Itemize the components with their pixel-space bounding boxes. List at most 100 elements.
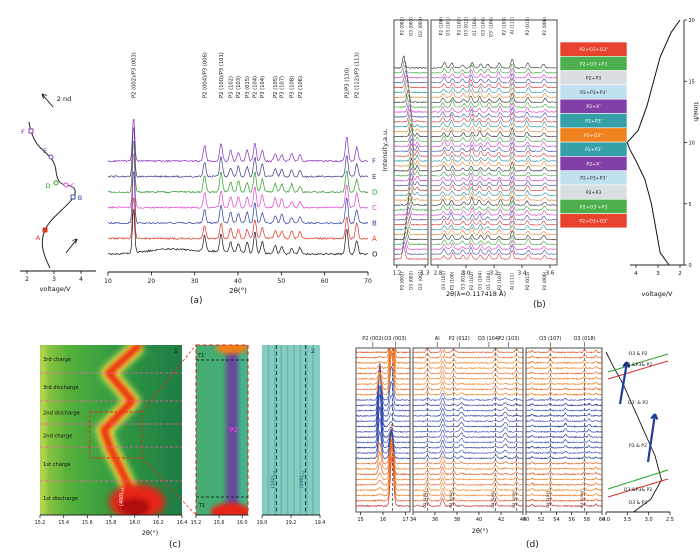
peak-label-bottom: P2 (002): [399, 271, 405, 290]
caption-b: (b): [533, 300, 546, 310]
tick-label: 15.6: [82, 520, 93, 526]
peak-label-top: P2 (100): [438, 17, 444, 36]
tick-label: 3.2: [490, 271, 499, 277]
peak-label-top: O3 (012): [464, 17, 470, 36]
tick-label: 3.0: [462, 271, 471, 277]
peak-label-top: Al: [435, 336, 440, 342]
tick-label: 1.2: [392, 271, 401, 277]
scan: [431, 73, 557, 84]
scan: [526, 407, 602, 412]
scan: [431, 117, 557, 128]
zoom-connector: [141, 457, 197, 516]
heatmap-2: [262, 345, 320, 515]
scan: [394, 231, 428, 246]
scan: [431, 204, 557, 216]
state-label-B: B: [78, 194, 82, 202]
trace-label-E: E: [372, 173, 376, 181]
peak-label-top: P2 (103): [501, 17, 507, 36]
inner-peak-label: O3 (018): [579, 490, 584, 508]
scan: [394, 202, 428, 216]
peak-label-top: O3 (104): [478, 336, 500, 342]
scan: [413, 413, 523, 423]
scan: [356, 366, 410, 402]
inner-peak-label: O3 (104): [490, 490, 495, 508]
tick-label: 17: [402, 517, 408, 523]
voltage-profile-curve: [626, 19, 681, 266]
phase-region-label: P2+O3'': [584, 133, 603, 139]
peak-label-top: P2 (015): [525, 17, 531, 36]
scan: [356, 367, 410, 407]
cycle-row-label: 2nd discharge: [43, 411, 80, 417]
t1-prime-label: T1': [197, 353, 205, 359]
phase-region: [559, 213, 628, 229]
scan: [526, 475, 602, 481]
scan: [394, 94, 428, 109]
scan: [356, 423, 410, 465]
tick-label: 19.4: [315, 520, 326, 526]
peak-label-bottom: P2 (015): [525, 271, 531, 290]
scan: [431, 92, 557, 103]
inner-peak-label: O3 (107): [545, 490, 550, 508]
peak-label-top: O3 (003): [408, 17, 414, 36]
scan: [413, 435, 523, 444]
scan: [526, 363, 602, 370]
tick-label: 15.4: [58, 520, 69, 526]
axis-box: [412, 347, 524, 513]
state-label-E: E: [43, 147, 47, 155]
tick-label: 20: [148, 278, 156, 285]
phase-region-label: P2+P3': [585, 147, 602, 153]
x-axis-label: 2θ(°): [142, 529, 158, 537]
scan: [394, 55, 428, 69]
scan: [356, 417, 410, 455]
x-axis-label: 2θ(°): [229, 287, 247, 295]
peak-label: P2 (106): [298, 76, 304, 98]
phase-label: O3 & P2: [628, 500, 647, 506]
tick-label: 50: [523, 517, 529, 523]
peak-label-top: O3 (104): [480, 17, 486, 36]
tick-label: 70: [364, 278, 372, 285]
peak-label-top: O3 (101): [445, 17, 451, 36]
tick-label: 15: [357, 517, 363, 523]
tick-label: 56: [568, 517, 574, 523]
peak-label: P3 (107): [280, 76, 286, 98]
scan: [431, 63, 557, 74]
state-marker-E: [48, 154, 54, 160]
scan: [394, 236, 428, 251]
peak-label-top: O3 (003): [384, 336, 406, 342]
tie-line: [607, 360, 669, 380]
scan: [431, 68, 557, 79]
phase-label: O3' & P2: [628, 400, 648, 406]
tick-label: 30: [191, 278, 199, 285]
xrd-trace-D: [107, 140, 369, 194]
scan: [431, 122, 557, 133]
scan: [431, 137, 557, 148]
scan: [394, 226, 428, 241]
scan: [413, 450, 523, 460]
scan: [526, 490, 602, 497]
scan: [394, 104, 428, 118]
cycle-row-label: 1st discharge: [43, 496, 78, 502]
scan: [394, 167, 428, 182]
phase-arrow: [646, 413, 657, 463]
second-cycle-arrow-head: [41, 93, 47, 99]
scan: [356, 348, 410, 365]
scan: [526, 428, 602, 434]
scan: [431, 239, 557, 250]
scan: [431, 210, 557, 221]
scan: [431, 102, 557, 113]
peak-label-bottom: P2 (100): [450, 271, 456, 290]
scan: [356, 445, 410, 502]
scan: [394, 128, 428, 143]
scan: [356, 348, 410, 375]
peak-label-top: P2 (002): [399, 17, 405, 36]
scan: [413, 366, 523, 375]
tick-label: 16.2: [153, 520, 164, 526]
waterfall-seg3: [526, 348, 602, 508]
scan: [431, 151, 557, 162]
scan: [431, 107, 557, 118]
trace-label-F: F: [372, 158, 376, 166]
scan: [526, 374, 602, 380]
scan: [526, 438, 602, 444]
state-marker-B: [70, 194, 76, 200]
